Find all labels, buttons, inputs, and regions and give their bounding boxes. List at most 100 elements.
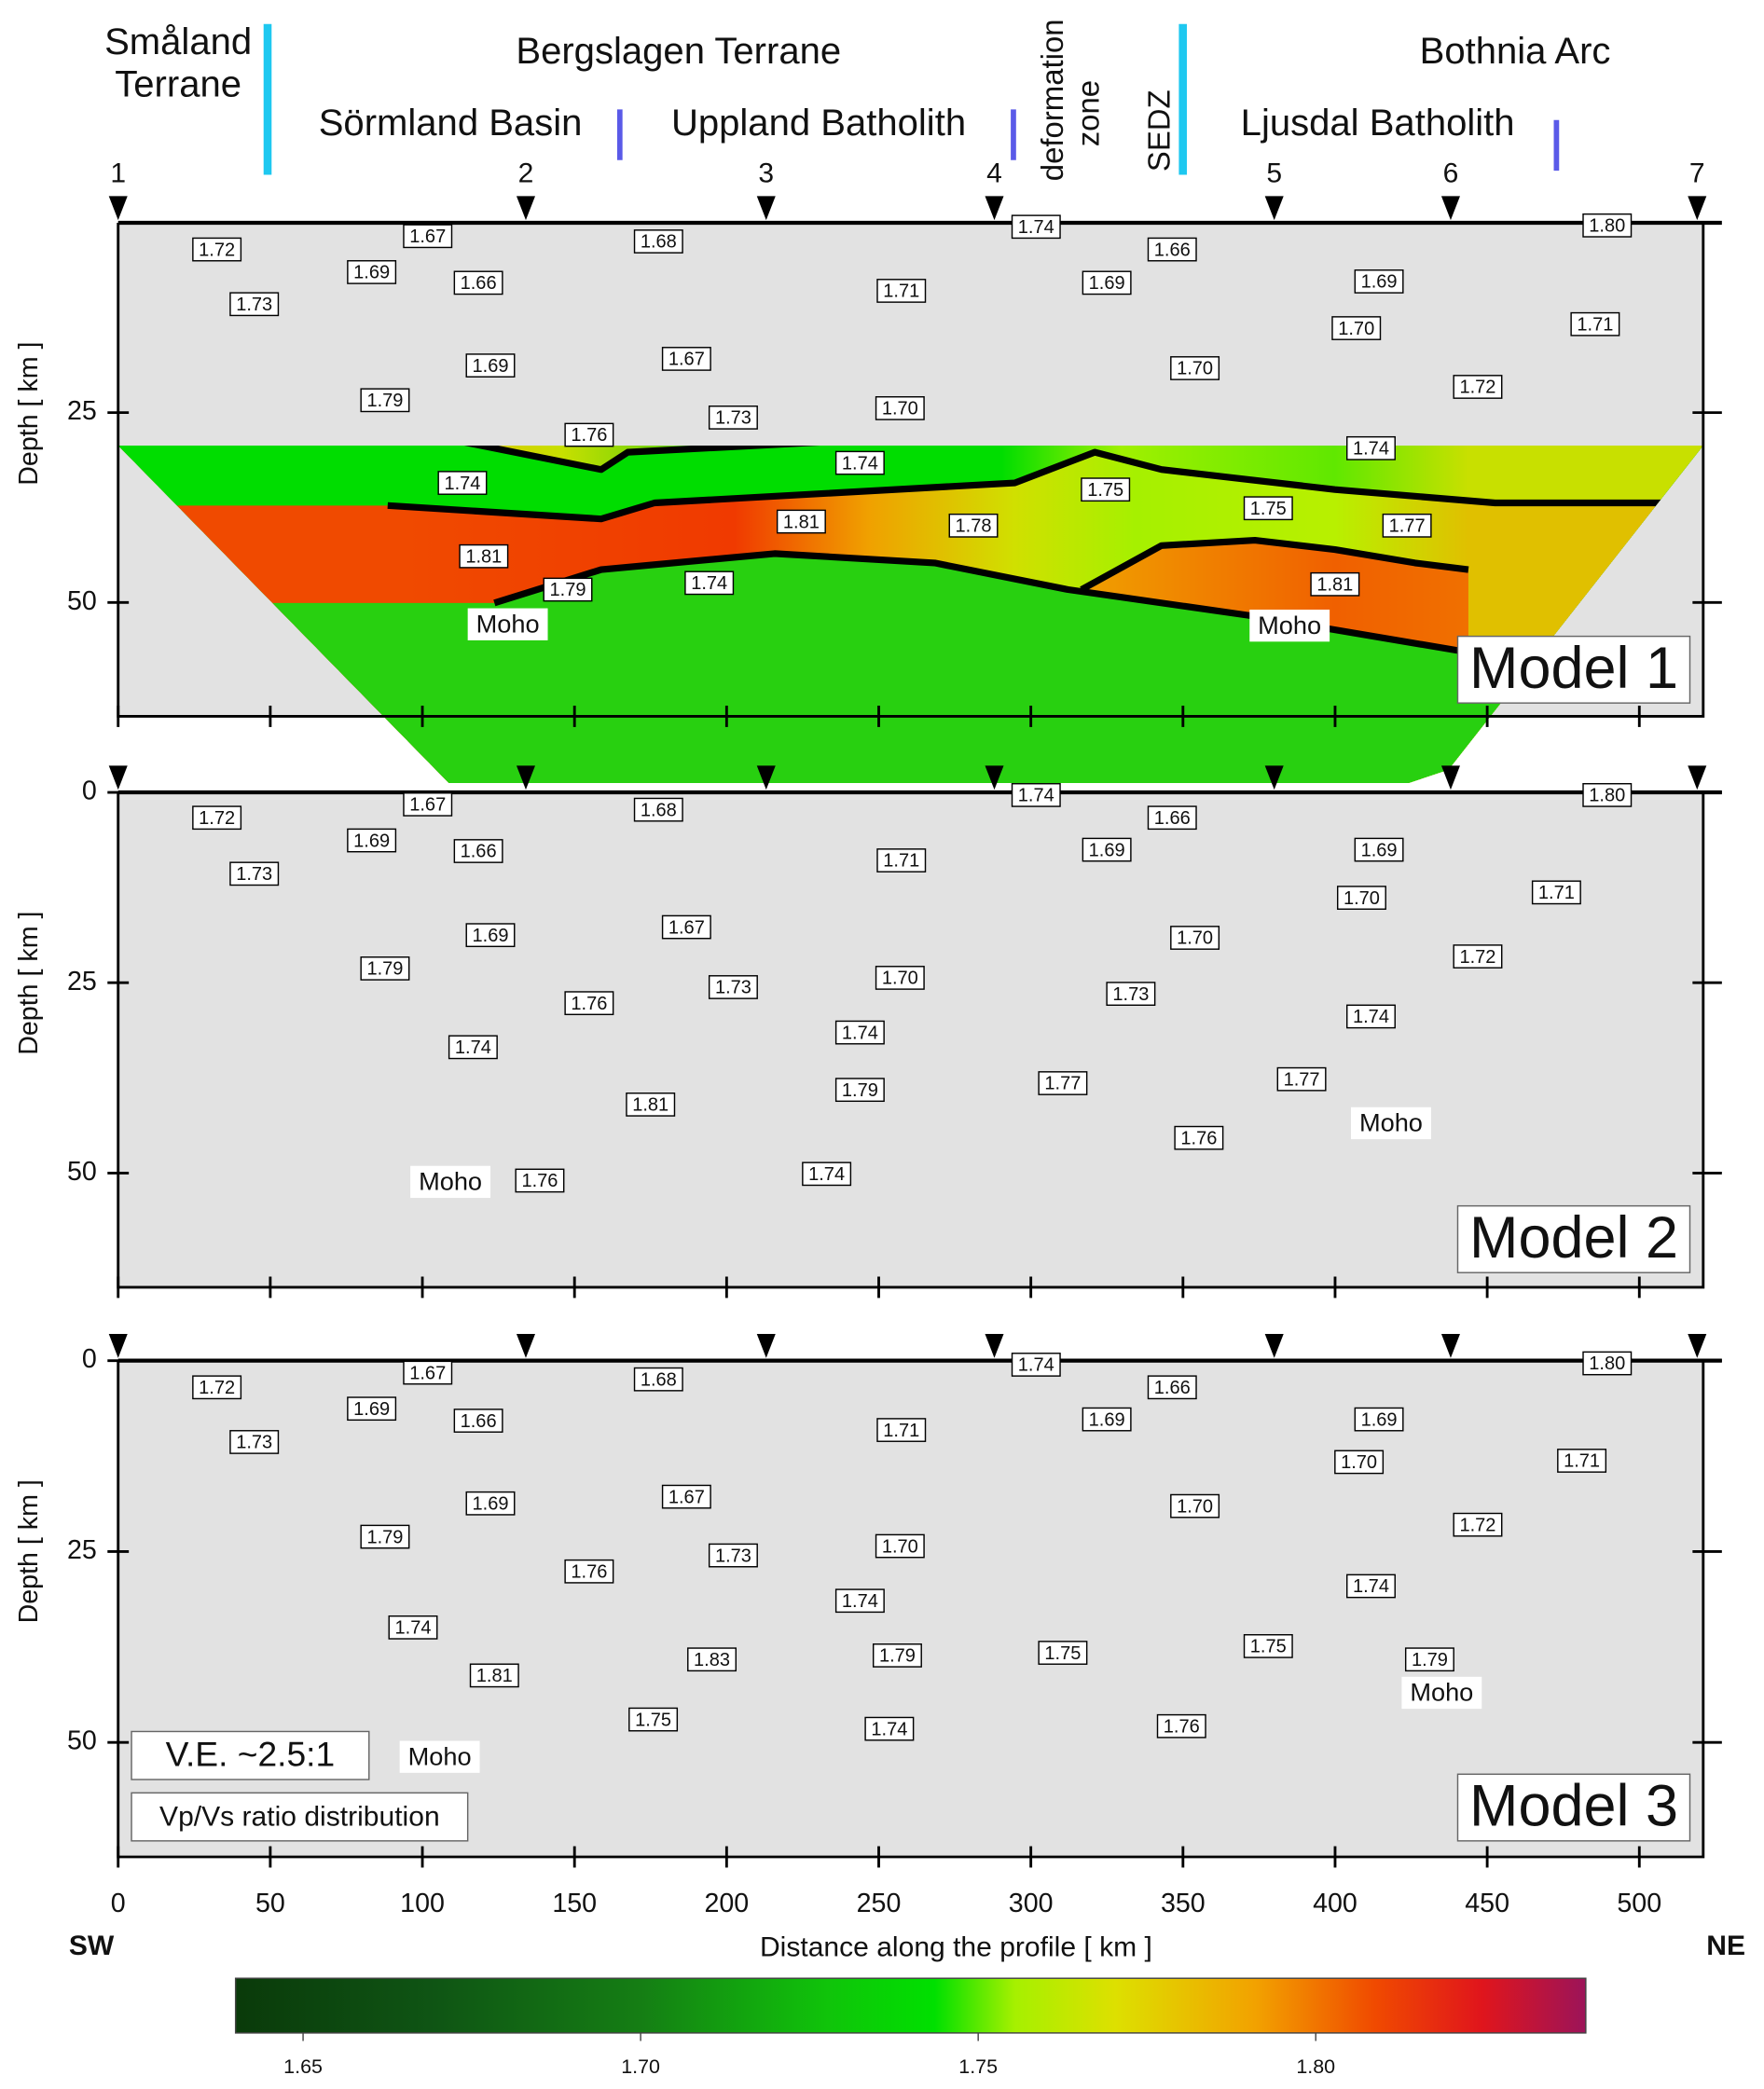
vpvs-label: 1.80: [1589, 1354, 1625, 1374]
station-marker: [1688, 765, 1707, 790]
x-tick-label: 150: [552, 1889, 597, 1918]
label-box: [872, 1643, 922, 1668]
vpvs-label: 1.70: [882, 399, 918, 419]
label-box: [347, 828, 397, 853]
label-box: [564, 991, 614, 1016]
vpvs-label: 1.73: [236, 295, 272, 315]
colorbar-tick-label: 1.75: [958, 2055, 998, 2078]
station-marker: [1440, 765, 1460, 790]
label-box: [229, 1430, 280, 1454]
frame: [107, 1358, 1722, 1868]
label-box: [661, 914, 711, 940]
label-box: [459, 543, 509, 569]
x-tick-label: 200: [704, 1889, 749, 1918]
y-axis-title: Depth [ km ]: [14, 912, 44, 1055]
vpvs-label: 1.70: [1177, 928, 1213, 949]
y-tick-label: 25: [67, 967, 97, 996]
note-box: [131, 1792, 469, 1842]
vpvs-label: 1.70: [882, 1536, 918, 1557]
label-box: [661, 1484, 711, 1509]
label-box: [1557, 1449, 1607, 1473]
vpvs-label: 1.75: [635, 1710, 671, 1730]
station-marker: [756, 1334, 776, 1358]
label-box: [1082, 270, 1132, 295]
vpvs-label: 1.69: [1361, 1409, 1398, 1430]
y-tick-label: 50: [67, 1157, 97, 1187]
moho-box: [1401, 1676, 1482, 1710]
vpvs-label: 1.66: [461, 1411, 497, 1432]
vpvs-label: 1.66: [461, 273, 497, 294]
vpvs-label: 1.70: [1177, 1496, 1213, 1517]
vpvs-label: 1.70: [1344, 888, 1380, 909]
vpvs-label: 1.66: [1154, 1378, 1191, 1398]
colorbar-tick-label: 1.80: [1296, 2055, 1335, 2078]
station-marker: [1264, 1334, 1284, 1358]
x-tick-label: 350: [1161, 1889, 1206, 1918]
label-box: [192, 237, 242, 262]
vpvs-label: 1.71: [883, 851, 919, 872]
vpvs-label: 1.72: [1459, 947, 1495, 968]
panels: 25 50 Depth [ km ] 1 2 3 4 5 6 7 1.72 1.67 1.68 1.74 1…: [14, 158, 1722, 1918]
vpvs-label: 1.74: [1353, 1576, 1389, 1597]
vpvs-label: 1.79: [1412, 1650, 1448, 1670]
y-tick-label: 0: [82, 777, 97, 806]
vpvs-label: 1.74: [1018, 217, 1054, 238]
label-box: [875, 1533, 925, 1559]
vpvs-label: 1.74: [455, 1038, 491, 1058]
label-box: [1582, 213, 1633, 238]
label-box: [876, 279, 927, 303]
vpvs-label: 1.69: [353, 1399, 390, 1420]
label-box: [1570, 311, 1620, 337]
label-box: [453, 270, 503, 295]
vpvs-label: 1.70: [1177, 359, 1213, 379]
label-box: [453, 1409, 503, 1433]
label-box: [1382, 513, 1432, 538]
moho-box: [1351, 1106, 1431, 1140]
label-box: [403, 224, 453, 249]
label-box: [1346, 1004, 1396, 1029]
moho-box: [399, 1740, 480, 1773]
y-tick-label: 25: [67, 1535, 97, 1565]
vpvs-label: 1.72: [199, 1378, 235, 1398]
model-title: Model 3: [1469, 1774, 1678, 1839]
label-box: [633, 229, 683, 254]
vpvs-label: 1.76: [1164, 1716, 1200, 1737]
vpvs-label: 1.69: [473, 926, 509, 946]
axis-frame: [117, 1360, 1705, 1859]
station-marker: [756, 196, 776, 221]
model-panel: 0 25 50 Depth [ km ] 1.72 1.67 1.68 1.74 1.66 1.8…: [14, 765, 1722, 1299]
colorbar-tick-label: 1.70: [621, 2055, 660, 2078]
label-box: [564, 1559, 614, 1584]
vpvs-label: 1.69: [473, 1494, 509, 1515]
terrane-label: Småland: [104, 21, 252, 62]
station-marker: [1688, 1334, 1707, 1358]
unit-label: Ljusdal Batholith: [1241, 103, 1515, 144]
station-marker: [516, 196, 536, 221]
label-box: [1082, 1407, 1132, 1432]
label-box: [1346, 435, 1396, 460]
label-box: [1011, 214, 1061, 240]
label-box: [347, 1396, 397, 1422]
label-box: [875, 396, 925, 420]
label-box: [708, 1543, 758, 1568]
vpvs-label: 1.67: [668, 1487, 705, 1507]
label-box: [465, 923, 516, 948]
vpvs-label: 1.73: [715, 1546, 751, 1566]
direction-label: SW: [69, 1931, 115, 1961]
vpvs-label: 1.74: [395, 1618, 432, 1639]
x-tick-label: 400: [1313, 1889, 1357, 1918]
label-box: [1147, 805, 1197, 831]
terrane-label: Bergslagen Terrane: [516, 31, 841, 72]
label-box: [1081, 477, 1131, 502]
vpvs-label: 1.74: [842, 1023, 878, 1043]
vpvs-label: 1.75: [1250, 1637, 1287, 1657]
label-box: [1582, 783, 1633, 807]
label-box: [1243, 496, 1293, 521]
label-box: [802, 1161, 852, 1187]
label-box: [1011, 1353, 1061, 1377]
axis-frame: [117, 792, 1705, 1289]
label-box: [1310, 571, 1360, 597]
terrane-label: Terrane: [115, 64, 241, 105]
label-box: [776, 509, 826, 534]
